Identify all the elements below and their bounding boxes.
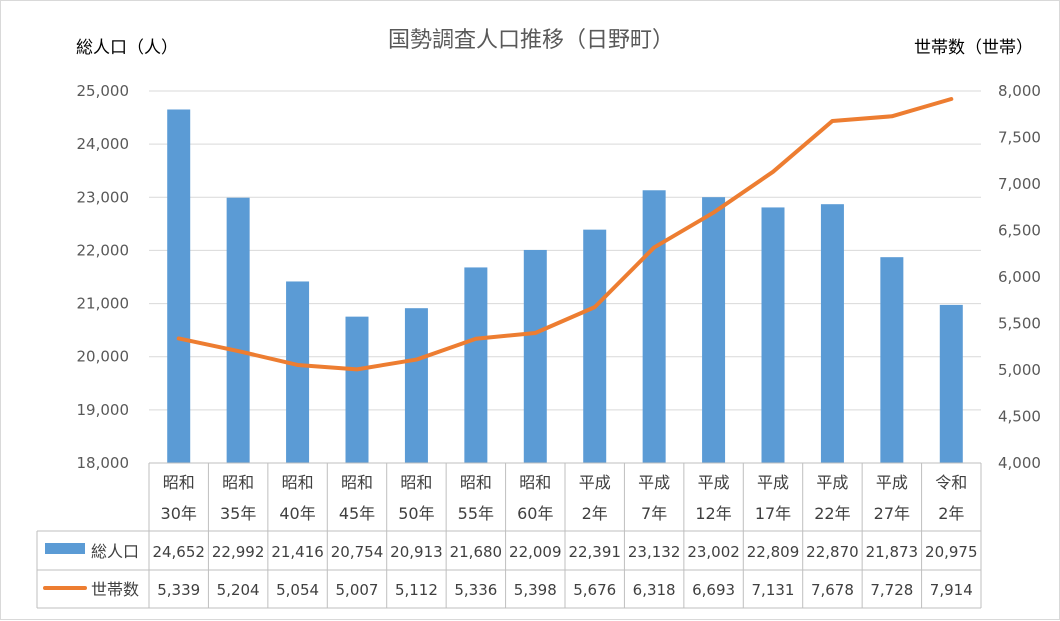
table-cell-households: 5,054	[276, 581, 319, 599]
bar	[226, 197, 250, 463]
category-label: 昭和	[400, 473, 432, 492]
table-cell-population: 22,809	[747, 543, 800, 561]
table-cell-households: 7,678	[811, 581, 854, 599]
category-label: 45年	[339, 504, 375, 523]
left-tick-label: 18,000	[77, 454, 130, 472]
legend-label: 世帯数	[91, 580, 139, 599]
category-label: 17年	[755, 504, 791, 523]
table-cell-population: 20,754	[331, 543, 384, 561]
right-tick-label: 6,500	[998, 222, 1041, 240]
bar	[404, 308, 428, 463]
right-tick-label: 7,500	[998, 129, 1041, 147]
category-label: 昭和	[222, 473, 254, 492]
table-cell-households: 5,398	[514, 581, 557, 599]
left-axis-title: 総人口（人）	[76, 38, 178, 58]
table-cell-households: 6,318	[633, 581, 676, 599]
right-tick-label: 5,500	[998, 315, 1041, 333]
category-label: 昭和	[460, 473, 492, 492]
bar	[345, 316, 369, 463]
table-cell-households: 5,007	[336, 581, 379, 599]
category-label: 35年	[220, 504, 256, 523]
table-cell-households: 5,112	[395, 581, 438, 599]
table-cell-households: 7,728	[870, 581, 913, 599]
bar	[642, 190, 666, 463]
right-tick-label: 4,000	[998, 454, 1041, 472]
table-cell-population: 23,002	[687, 543, 740, 561]
right-tick-label: 7,000	[998, 175, 1041, 193]
table-cell-population: 22,391	[568, 543, 621, 561]
table-cell-population: 24,652	[152, 543, 205, 561]
category-label: 2年	[582, 504, 608, 523]
left-tick-label: 25,000	[77, 82, 130, 100]
category-label: 22年	[814, 504, 850, 523]
table-cell-population: 21,680	[450, 543, 503, 561]
table-cell-households: 7,914	[930, 581, 973, 599]
left-tick-label: 23,000	[77, 188, 130, 206]
category-label: 昭和	[341, 473, 373, 492]
bar	[702, 197, 726, 463]
category-label: 昭和	[282, 473, 314, 492]
category-label: 令和	[935, 473, 967, 492]
bar	[167, 109, 191, 463]
table-cell-population: 22,009	[509, 543, 562, 561]
table-cell-population: 22,870	[806, 543, 859, 561]
category-label: 12年	[695, 504, 731, 523]
right-tick-label: 4,500	[998, 408, 1041, 426]
left-tick-label: 20,000	[77, 348, 130, 366]
table-cell-households: 5,336	[454, 581, 497, 599]
bar	[939, 304, 963, 463]
table-cell-population: 21,416	[271, 543, 324, 561]
category-label: 昭和	[163, 473, 195, 492]
table-cell-households: 7,131	[752, 581, 795, 599]
category-label: 60年	[517, 504, 553, 523]
category-label: 平成	[638, 473, 670, 492]
bar	[820, 204, 844, 464]
right-tick-label: 6,000	[998, 268, 1041, 286]
category-label: 50年	[398, 504, 434, 523]
category-label: 2年	[938, 504, 964, 523]
bar	[761, 207, 785, 463]
category-label: 30年	[161, 504, 197, 523]
bar	[583, 229, 607, 463]
category-label: 昭和	[519, 473, 551, 492]
legend-key-bar	[45, 543, 85, 554]
category-label: 27年	[874, 504, 910, 523]
legend-label: 総人口	[91, 542, 139, 561]
right-axis-title: 世帯数（世帯）	[914, 38, 1033, 58]
category-label: 平成	[816, 473, 848, 492]
right-tick-label: 5,000	[998, 361, 1041, 379]
table-cell-population: 22,992	[212, 543, 265, 561]
category-label: 平成	[698, 473, 730, 492]
households-line	[176, 96, 954, 372]
category-label: 55年	[458, 504, 494, 523]
category-label: 40年	[279, 504, 315, 523]
bar	[286, 281, 310, 463]
table-cell-households: 6,693	[692, 581, 735, 599]
bar	[464, 267, 488, 463]
category-label: 7年	[641, 504, 667, 523]
left-tick-label: 19,000	[77, 401, 130, 419]
left-tick-label: 21,000	[77, 295, 130, 313]
bar	[523, 249, 547, 463]
right-tick-label: 8,000	[998, 82, 1041, 100]
table-cell-households: 5,204	[217, 581, 260, 599]
category-label: 平成	[579, 473, 611, 492]
category-label: 平成	[876, 473, 908, 492]
chart-title: 国勢調査人口推移（日野町）	[388, 28, 674, 53]
table-cell-households: 5,339	[157, 581, 200, 599]
left-tick-label: 24,000	[77, 135, 130, 153]
table-cell-population: 20,975	[925, 543, 978, 561]
table-cell-population: 20,913	[390, 543, 443, 561]
bar	[880, 257, 904, 463]
table-cell-population: 21,873	[866, 543, 919, 561]
category-label: 平成	[757, 473, 789, 492]
table-cell-households: 5,676	[573, 581, 616, 599]
left-tick-label: 22,000	[77, 241, 130, 259]
table-cell-population: 23,132	[628, 543, 681, 561]
